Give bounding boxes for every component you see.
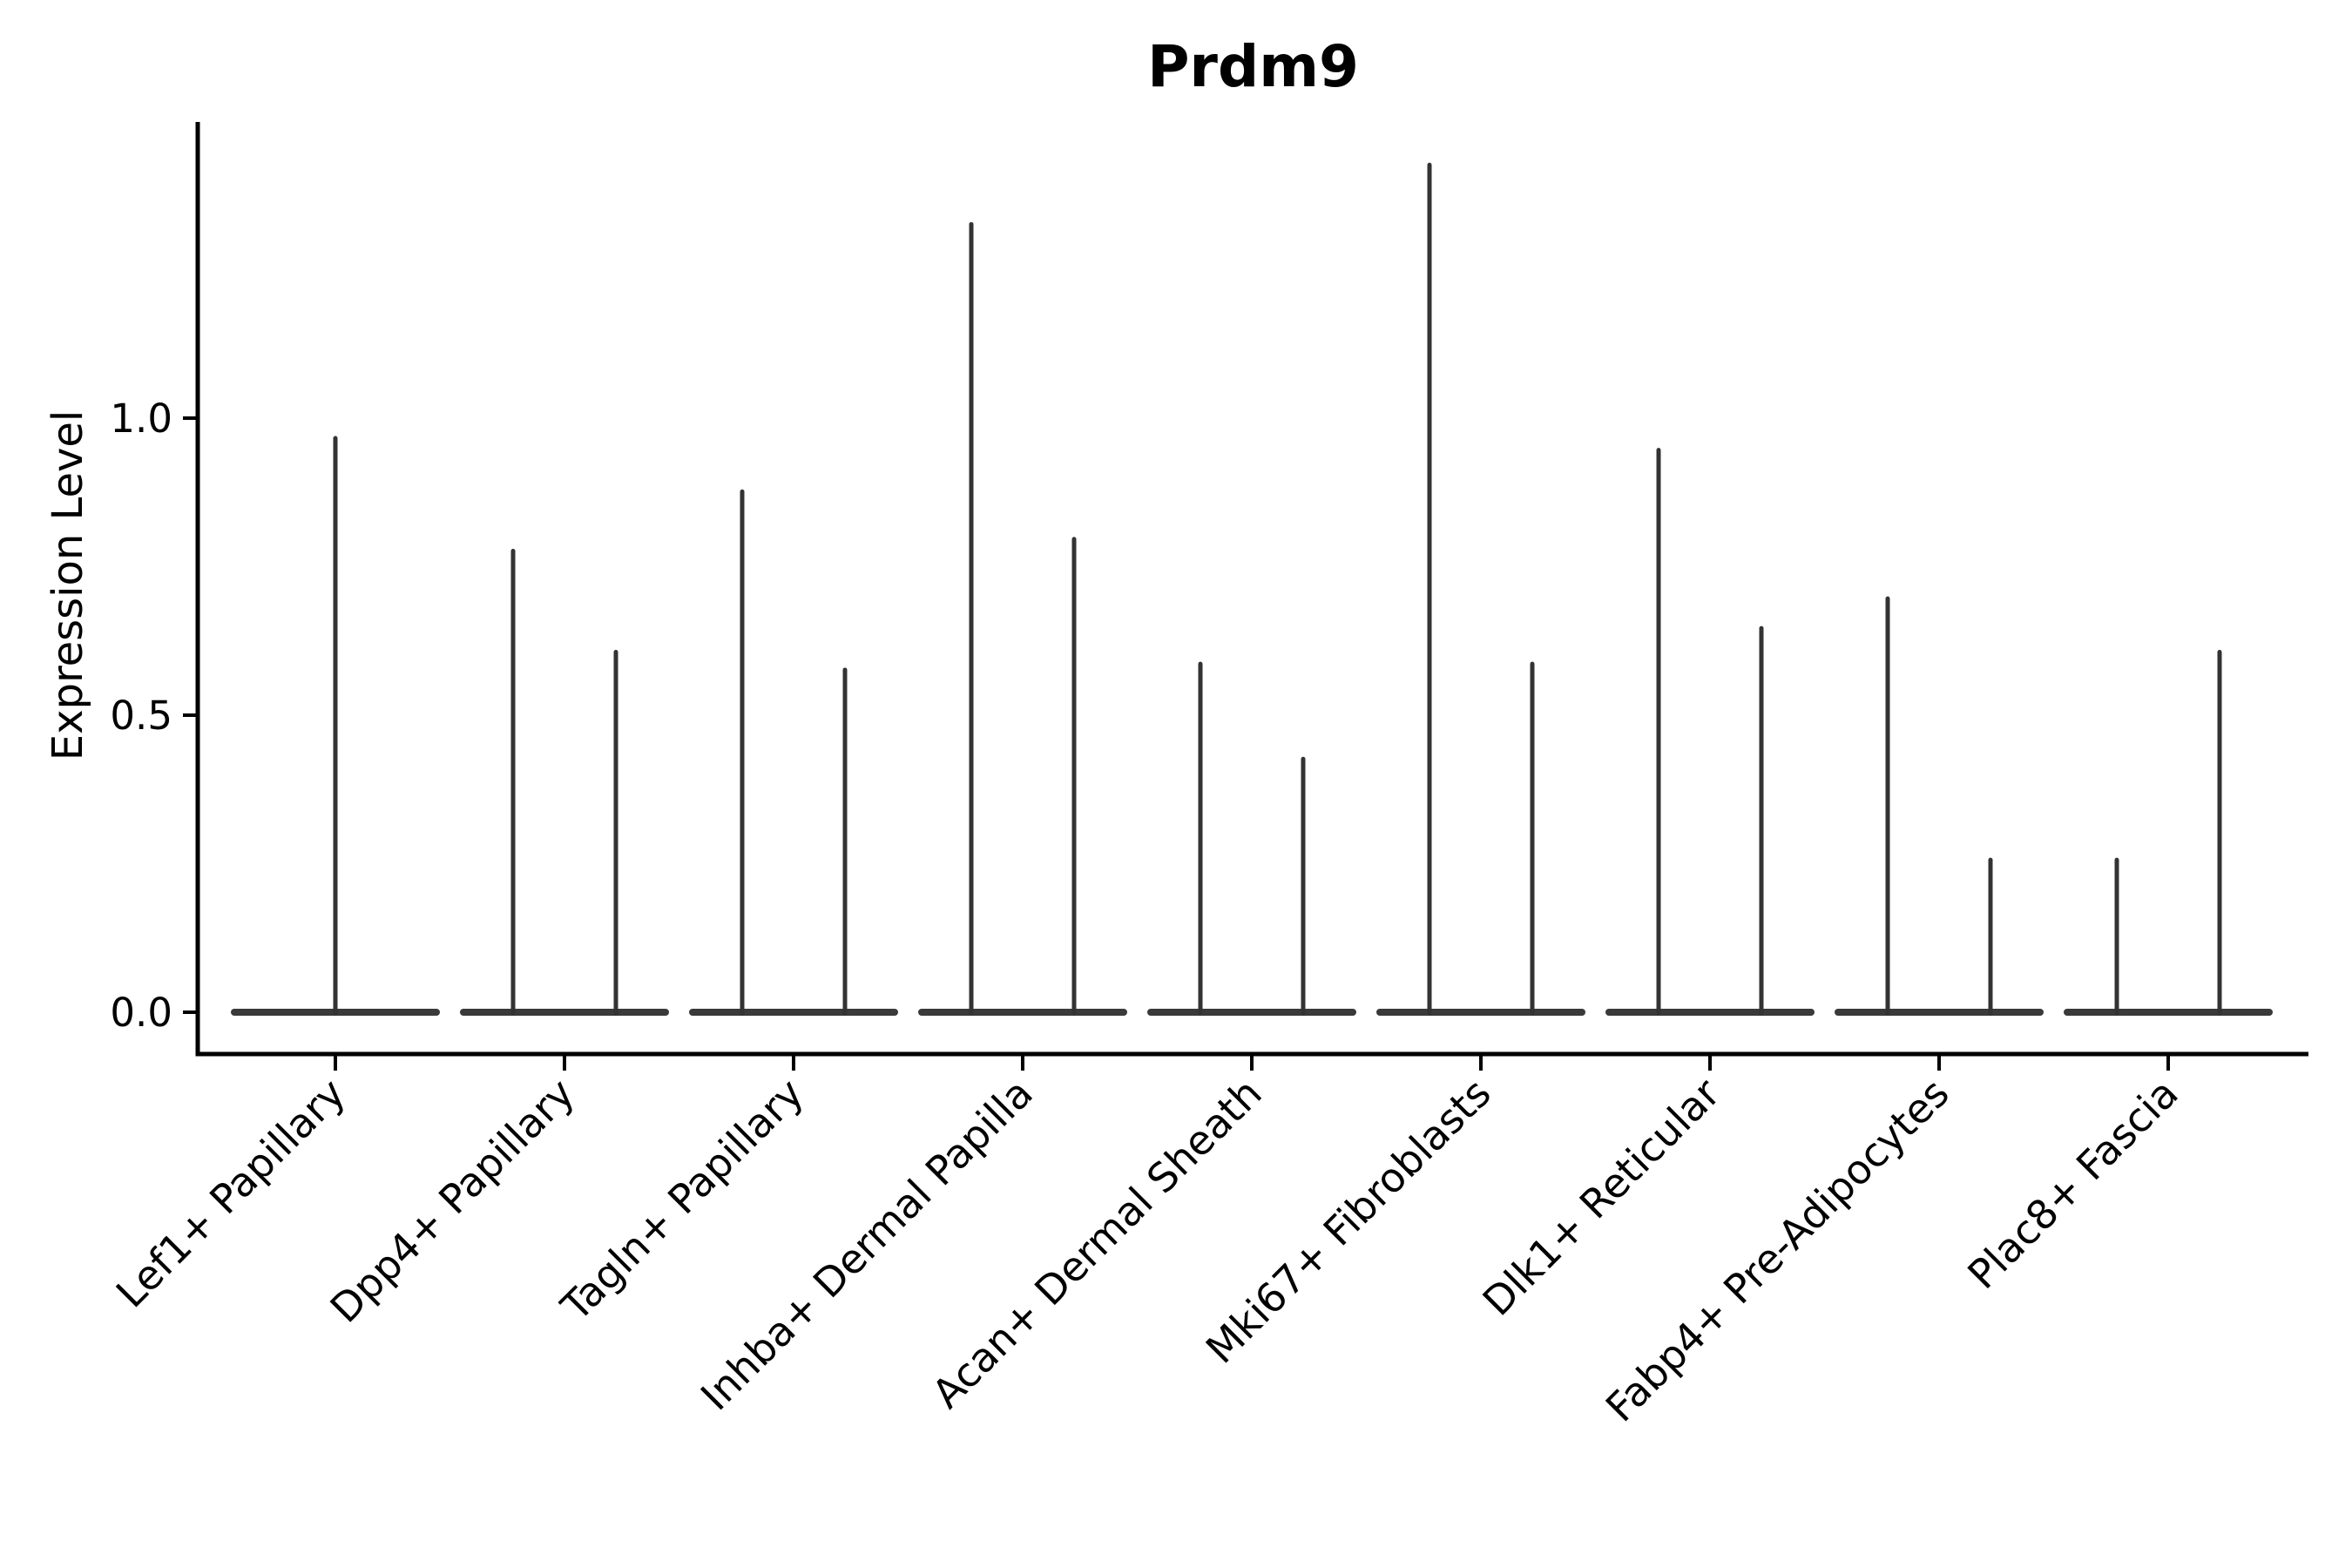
- violin-spike: [2114, 857, 2119, 1016]
- violin-base: [1835, 1009, 2044, 1016]
- x-tick-label: Tagln+ Papillary: [551, 1070, 813, 1331]
- y-tick-label: 0.5: [110, 693, 172, 739]
- violin-group: [1147, 661, 1356, 1016]
- violin-base: [918, 1009, 1127, 1016]
- violin-base: [460, 1009, 669, 1016]
- violin-base: [2064, 1009, 2273, 1016]
- violins: [231, 162, 2273, 1017]
- violin-spike: [1988, 857, 1993, 1016]
- violin-spike: [1759, 625, 1764, 1016]
- x-tick-label: Dpp4+ Papillary: [321, 1070, 584, 1332]
- y-tick-label: 1.0: [110, 395, 172, 442]
- violin-group: [2064, 649, 2273, 1016]
- violin-spike: [1656, 448, 1661, 1016]
- violin-spike: [613, 649, 618, 1016]
- violin-spike: [1301, 756, 1306, 1016]
- violin-spike: [510, 549, 516, 1016]
- violin-group: [689, 489, 898, 1016]
- violin-spike: [1530, 661, 1535, 1016]
- violin-spike: [1071, 537, 1077, 1016]
- violin-base: [689, 1009, 898, 1016]
- violin-base: [1605, 1009, 1815, 1016]
- violin-spike: [1198, 661, 1203, 1016]
- violin-base: [1147, 1009, 1356, 1016]
- axes: [183, 122, 2308, 1071]
- violin-group: [1835, 596, 2044, 1016]
- violin-spike: [2217, 649, 2222, 1016]
- chart-title: Prdm9: [1147, 33, 1359, 100]
- x-tick-label: Dlk1+ Reticular: [1474, 1070, 1729, 1325]
- violin-group: [918, 221, 1127, 1016]
- violin-spike: [842, 667, 848, 1016]
- violin-spike: [1427, 162, 1432, 1017]
- x-tick-label: Lef1+ Papillary: [107, 1070, 355, 1317]
- violin-group: [1376, 162, 1585, 1017]
- violin-spike: [1885, 596, 1890, 1016]
- violin-group: [1605, 448, 1815, 1016]
- y-axis-title: Expression Level: [44, 409, 92, 761]
- x-tick-label: Plac8+ Fascia: [1958, 1070, 2186, 1298]
- violin-spike: [333, 436, 338, 1017]
- violin-base: [1376, 1009, 1585, 1016]
- violin-group: [231, 436, 440, 1017]
- violin-group: [460, 549, 669, 1016]
- violin-spike: [740, 489, 745, 1016]
- violin-spike: [969, 221, 974, 1016]
- y-tick-label: 0.0: [110, 990, 172, 1036]
